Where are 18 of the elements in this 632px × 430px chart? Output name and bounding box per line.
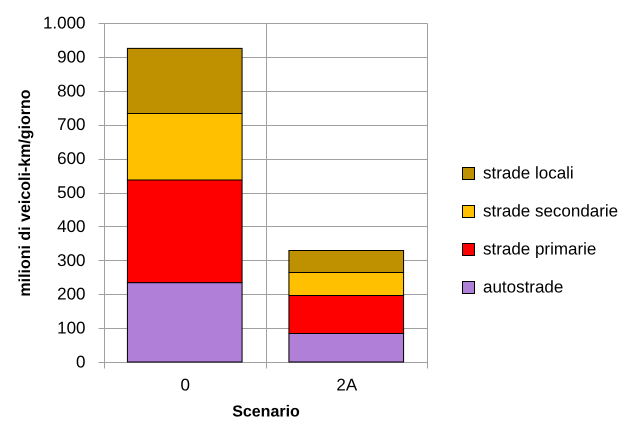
y-tick-label: 100 [57, 318, 86, 338]
legend-label: autostrade [483, 278, 564, 296]
y-axis-title: milioni di veicoli-km/giorno [16, 89, 34, 297]
legend-label: strade primarie [483, 240, 596, 258]
y-tick-label: 400 [57, 216, 86, 236]
y-tick-label: 800 [57, 81, 86, 100]
y-tick-label: 200 [57, 284, 86, 304]
x-axis-title: Scenario [232, 404, 300, 420]
y-tick-label: 500 [57, 183, 86, 202]
y-tick-label: 300 [57, 250, 86, 270]
y-tick-label: 900 [57, 47, 86, 66]
x-tick-label: 2A [336, 376, 358, 394]
y-tick-label: 1.000 [42, 14, 86, 32]
y-tick-label: 700 [57, 115, 86, 134]
y-tick-label: 600 [57, 149, 86, 168]
legend-label: strade locali [483, 164, 574, 182]
y-tick-label: 0 [76, 352, 86, 372]
legend-label: strade secondarie [483, 202, 618, 220]
